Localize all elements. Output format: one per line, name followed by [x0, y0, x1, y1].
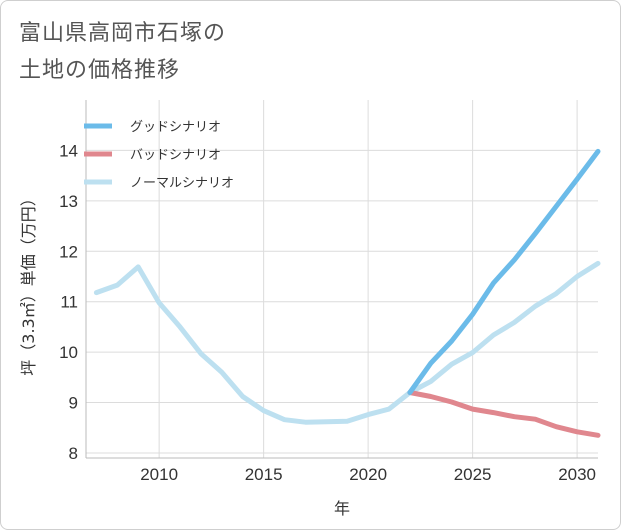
- x-tick-label-2025: 2025: [454, 465, 492, 484]
- legend-label-normal: ノーマルシナリオ: [130, 176, 234, 191]
- y-tick-label-13: 13: [59, 192, 78, 211]
- chart-title: 富山県高岡市石塚の 土地の価格推移: [19, 15, 226, 89]
- series-line-normal: [93, 260, 601, 425]
- tick-labels: 2010 2015 2020 2025 2030 8 9 10 11 12 13 14: [59, 141, 596, 484]
- x-axis-label: 年: [334, 499, 350, 518]
- x-tick-label-2010: 2010: [140, 465, 178, 484]
- x-tick-label-2020: 2020: [349, 465, 387, 484]
- x-tick-label-2015: 2015: [245, 465, 283, 484]
- series-line-good: [407, 148, 601, 395]
- y-tick-label-9: 9: [69, 394, 78, 413]
- legend-label-bad: バッドシナリオ: [130, 148, 221, 163]
- y-tick-label-10: 10: [59, 343, 78, 362]
- plot-area: [85, 100, 598, 459]
- y-axis-label: 坪（3.3㎡）単価（万円）: [19, 190, 38, 375]
- y-tick-label-12: 12: [59, 242, 78, 261]
- title-line-2: 土地の価格推移: [19, 58, 181, 83]
- series-line-bad: [407, 390, 601, 438]
- y-tick-label-8: 8: [69, 444, 78, 463]
- y-tick-label-11: 11: [60, 293, 78, 312]
- x-tick-label-2030: 2030: [558, 465, 596, 484]
- y-tick-label-14: 14: [59, 141, 78, 160]
- grid-lines: [86, 100, 598, 458]
- legend-label-good: グッドシナリオ: [130, 120, 221, 135]
- title-line-1: 富山県高岡市石塚の: [19, 21, 227, 46]
- series-layer: [93, 148, 601, 438]
